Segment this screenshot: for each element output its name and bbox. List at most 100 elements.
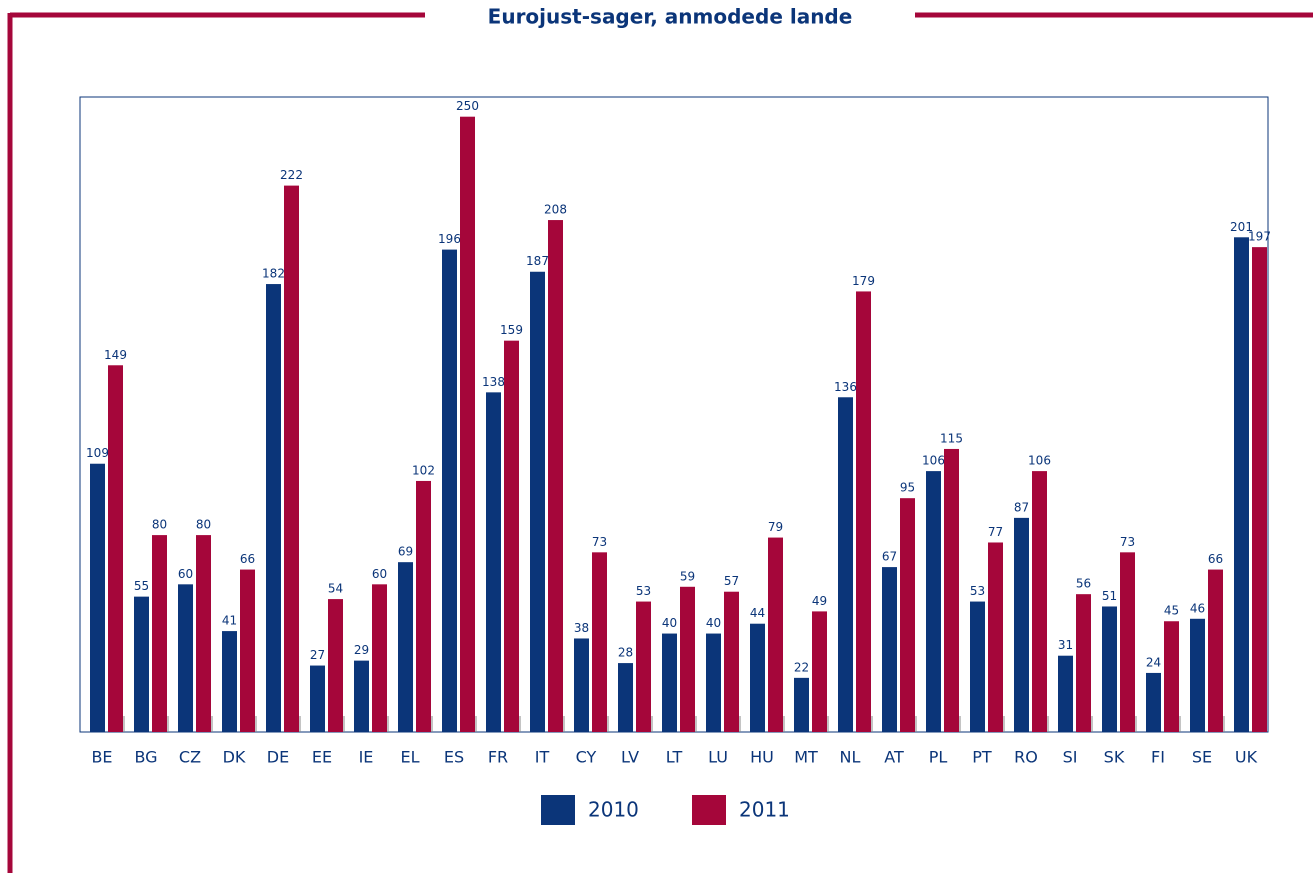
value-label: 80	[196, 518, 211, 532]
value-label: 67	[882, 550, 897, 564]
bar	[680, 586, 695, 732]
x-tick-label: FI	[1151, 748, 1165, 767]
value-label: 41	[222, 614, 237, 628]
value-label: 197	[1248, 230, 1271, 244]
x-tick-label: NL	[840, 748, 861, 767]
bar	[530, 271, 545, 732]
bar	[1190, 618, 1205, 732]
x-tick-label: DE	[267, 748, 289, 767]
x-tick-label: RO	[1014, 748, 1038, 767]
x-tick-label: LT	[666, 748, 683, 767]
legend-label: 2010	[588, 798, 639, 822]
x-tick-label: PL	[929, 748, 948, 767]
bar	[504, 340, 519, 732]
bar	[1164, 621, 1179, 732]
bar	[706, 633, 721, 732]
x-tick-label: EL	[400, 748, 419, 767]
bar	[416, 480, 431, 732]
x-tick-label: IE	[359, 748, 374, 767]
x-tick-label: BE	[91, 748, 112, 767]
bar	[768, 537, 783, 732]
value-label: 28	[618, 646, 633, 660]
value-label: 73	[1120, 535, 1135, 549]
x-tick-label: BG	[134, 748, 157, 767]
bar	[486, 392, 501, 732]
value-label: 54	[328, 582, 343, 596]
bar	[108, 365, 123, 732]
bar	[1120, 552, 1135, 732]
value-label: 24	[1146, 655, 1161, 669]
value-label: 80	[152, 518, 167, 532]
bar	[970, 601, 985, 732]
value-label: 250	[456, 99, 479, 113]
value-label: 179	[852, 274, 875, 288]
bar	[1146, 672, 1161, 732]
bar	[636, 601, 651, 732]
bar	[266, 284, 281, 732]
bar	[240, 569, 255, 732]
x-tick-label: AT	[884, 748, 904, 767]
value-label: 182	[262, 267, 285, 281]
bar	[222, 631, 237, 732]
value-label: 106	[922, 454, 945, 468]
value-label: 138	[482, 375, 505, 389]
bar	[662, 633, 677, 732]
value-label: 115	[940, 431, 963, 445]
value-label: 106	[1028, 454, 1051, 468]
bar	[1102, 606, 1117, 732]
value-label: 31	[1058, 638, 1073, 652]
x-tick-label: HU	[750, 748, 774, 767]
value-label: 46	[1190, 601, 1205, 615]
x-tick-label: SK	[1104, 748, 1125, 767]
value-label: 149	[104, 348, 127, 362]
bar	[442, 249, 457, 732]
bar	[1014, 517, 1029, 732]
bar	[1208, 569, 1223, 732]
bar	[724, 591, 739, 732]
value-label: 53	[970, 584, 985, 598]
bar	[310, 665, 325, 732]
value-label: 159	[500, 323, 523, 337]
x-tick-label: EE	[312, 748, 332, 767]
value-label: 51	[1102, 589, 1117, 603]
value-label: 136	[834, 380, 857, 394]
x-tick-label: ES	[444, 748, 464, 767]
bar	[1058, 655, 1073, 732]
value-label: 56	[1076, 577, 1091, 591]
x-tick-label: LU	[708, 748, 728, 767]
value-label: 40	[662, 616, 677, 630]
bar	[1076, 594, 1091, 732]
value-label: 102	[412, 463, 435, 477]
legend-label: 2011	[739, 798, 790, 822]
value-label: 60	[178, 567, 193, 581]
bar	[838, 397, 853, 732]
x-tick-label: SI	[1063, 748, 1078, 767]
value-label: 44	[750, 606, 765, 620]
x-tick-label: DK	[223, 748, 246, 767]
value-label: 201	[1230, 220, 1253, 234]
value-label: 38	[574, 621, 589, 635]
value-label: 79	[768, 520, 783, 534]
bar	[284, 185, 299, 733]
legend-swatch	[692, 795, 726, 825]
bar	[548, 220, 563, 732]
value-label: 196	[438, 232, 461, 246]
value-label: 66	[1208, 552, 1223, 566]
bar	[812, 611, 827, 732]
bar	[856, 291, 871, 732]
value-label: 73	[592, 535, 607, 549]
bar	[882, 567, 897, 732]
x-tick-label: IT	[535, 748, 550, 767]
x-tick-label: UK	[1235, 748, 1258, 767]
legend-swatch	[541, 795, 575, 825]
bar	[398, 562, 413, 732]
x-tick-label: MT	[794, 748, 818, 767]
value-label: 29	[354, 643, 369, 657]
value-label: 77	[988, 525, 1003, 539]
bar	[750, 623, 765, 732]
value-label: 109	[86, 446, 109, 460]
bar	[460, 116, 475, 732]
value-label: 208	[544, 203, 567, 217]
bar	[196, 535, 211, 732]
